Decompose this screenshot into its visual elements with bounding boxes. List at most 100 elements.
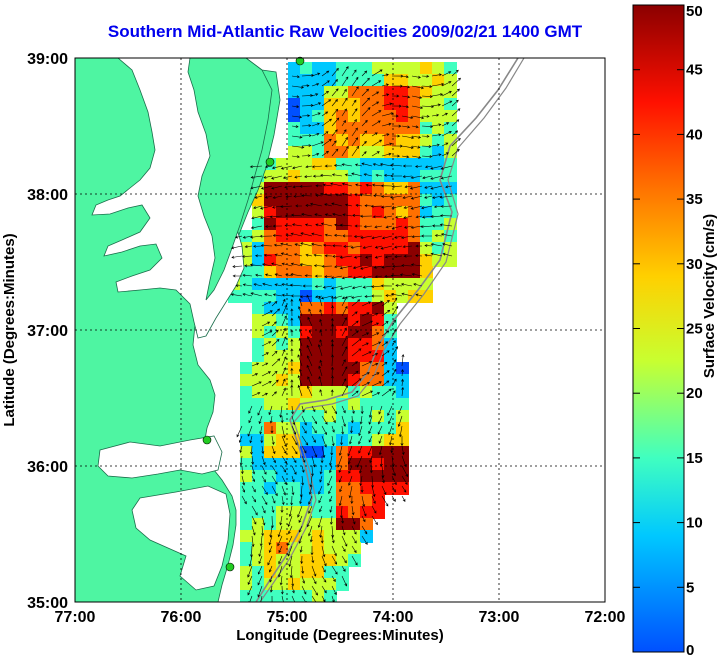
velocity-cell [264, 206, 277, 219]
velocity-cell [336, 134, 349, 147]
y-axis-ticks: 39:00 38:00 37:00 36:00 35:00 [27, 51, 68, 612]
velocity-cell [420, 254, 433, 267]
x-tick-label: 72:00 [585, 609, 626, 626]
velocity-cell [252, 518, 265, 531]
velocity-cell [348, 350, 361, 363]
velocity-cell [276, 578, 289, 591]
velocity-cell [252, 374, 265, 387]
velocity-cell [300, 542, 313, 555]
velocity-cell [360, 494, 373, 507]
y-tick-label: 37:00 [27, 323, 68, 340]
velocity-cell [396, 62, 409, 75]
velocity-cell [372, 374, 385, 387]
velocity-cell [420, 74, 433, 87]
velocity-cell [324, 470, 337, 483]
velocity-cell [252, 326, 265, 339]
velocity-cell [324, 170, 337, 183]
velocity-cell [312, 434, 325, 447]
velocity-cell [384, 458, 397, 471]
velocity-cell [336, 122, 349, 135]
velocity-cell [408, 182, 421, 195]
velocity-cell [312, 98, 325, 111]
velocity-cell [288, 470, 301, 483]
velocity-cell [408, 158, 421, 171]
velocity-cell [360, 386, 373, 399]
colorbar-tick-label: 10 [686, 515, 703, 532]
velocity-cell [240, 242, 253, 255]
velocity-cell [432, 98, 445, 111]
velocity-cell [420, 194, 433, 207]
velocity-cell [252, 302, 265, 315]
velocity-cell [264, 278, 277, 291]
velocity-cell [240, 506, 253, 519]
velocity-cell [360, 242, 373, 255]
velocity-cell [348, 446, 361, 459]
velocity-cell [264, 362, 277, 375]
velocity-cell [312, 146, 325, 159]
velocity-cell [432, 146, 445, 159]
velocity-cell [384, 398, 397, 411]
velocity-cell [264, 410, 277, 423]
velocity-cell [384, 422, 397, 435]
velocity-cell [312, 350, 325, 363]
velocity-cell [372, 410, 385, 423]
velocity-cell [384, 110, 397, 123]
velocity-cell [384, 434, 397, 447]
velocity-cell [396, 242, 409, 255]
plot-frame [74, 57, 606, 603]
velocity-cell [348, 530, 361, 543]
velocity-cell [252, 506, 265, 519]
velocity-cell [324, 230, 337, 243]
velocity-cell [432, 218, 445, 231]
velocity-cell [264, 590, 277, 602]
velocity-cell [348, 254, 361, 267]
velocity-cell [288, 62, 301, 75]
velocity-cell [336, 86, 349, 99]
colorbar-tick-label: 50 [686, 3, 703, 20]
velocity-cell [348, 302, 361, 315]
colorbar-tick-label: 5 [686, 579, 694, 596]
velocity-cell [288, 134, 301, 147]
velocity-cell [324, 206, 337, 219]
velocity-cell [396, 182, 409, 195]
velocity-cell [336, 194, 349, 207]
x-tick-label: 74:00 [373, 609, 414, 626]
velocity-cell [420, 86, 433, 99]
velocity-cell [264, 266, 277, 279]
velocity-cell [240, 410, 253, 423]
colorbar [632, 4, 685, 653]
x-tick-label: 73:00 [479, 609, 520, 626]
velocity-cell [324, 98, 337, 111]
velocity-cell [396, 122, 409, 135]
velocity-cell [324, 350, 337, 363]
velocity-cell [348, 158, 361, 171]
velocity-cell [276, 218, 289, 231]
velocity-cell [300, 410, 313, 423]
velocity-cell [372, 278, 385, 291]
velocity-cell [396, 110, 409, 123]
velocity-cell [324, 590, 337, 602]
velocity-cell [444, 62, 457, 75]
velocity-cell [384, 86, 397, 99]
velocity-cell [384, 62, 397, 75]
velocity-cell [336, 302, 349, 315]
velocity-cell [384, 410, 397, 423]
velocity-cell [396, 458, 409, 471]
velocity-cell [252, 482, 265, 495]
velocity-cell [252, 446, 265, 459]
y-tick-label: 36:00 [27, 459, 68, 476]
velocity-cell [312, 518, 325, 531]
velocity-cell [408, 290, 421, 303]
velocity-cell [252, 206, 265, 219]
velocity-cell [324, 74, 337, 87]
velocity-cell [432, 110, 445, 123]
velocity-cell [240, 554, 253, 567]
velocity-cell [336, 290, 349, 303]
velocity-cell [264, 338, 277, 351]
velocity-cell [348, 494, 361, 507]
velocity-cell [372, 506, 385, 519]
colorbar-tick-label: 20 [686, 385, 703, 402]
velocity-cell [252, 554, 265, 567]
velocity-cell [360, 314, 373, 327]
